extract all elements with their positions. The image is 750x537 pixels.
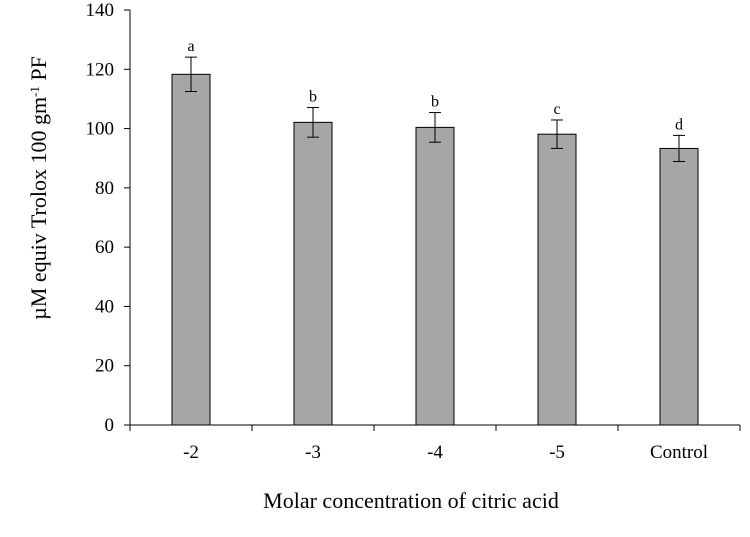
x-tick-label: -5 [549, 442, 565, 463]
x-tick-label: -2 [183, 442, 199, 463]
y-tick-label: 80 [95, 178, 114, 199]
x-tick-label: Control [650, 442, 708, 463]
x-tick-label: -4 [427, 442, 443, 463]
y-axis-title-main: µM equiv Trolox 100 gm [26, 97, 51, 320]
y-axis-title-superscript: -1 [27, 86, 42, 97]
y-tick-label: 140 [86, 0, 115, 21]
y-axis-title: µM equiv Trolox 100 gm-1 PF [26, 56, 51, 320]
y-tick-label: 20 [95, 356, 114, 377]
bar [415, 126, 455, 426]
y-axis-title-suffix: PF [26, 56, 51, 86]
significance-letter: d [675, 116, 683, 133]
y-tick-label: 0 [105, 415, 115, 436]
significance-letter: c [553, 101, 560, 118]
bar [171, 73, 211, 426]
error-bars-layer [185, 56, 685, 162]
x-tick-label: -3 [305, 442, 321, 463]
y-tick-label: 100 [86, 119, 115, 140]
labels-layer: a -2 b -3 b -4 c -5 d Control 0 20 40 60 80 100 120 140 [86, 0, 709, 463]
y-tick-label: 60 [95, 237, 114, 258]
y-tick-label: 40 [95, 296, 114, 317]
significance-letter: a [187, 38, 194, 55]
x-axis-title: Molar concentration of citric acid [263, 488, 559, 513]
bar [293, 121, 333, 426]
bar [537, 133, 577, 426]
bar [659, 147, 699, 426]
axes-layer [124, 9, 741, 431]
significance-letter: b [309, 89, 317, 106]
y-tick-label: 120 [86, 59, 115, 80]
significance-letter: b [431, 94, 439, 111]
